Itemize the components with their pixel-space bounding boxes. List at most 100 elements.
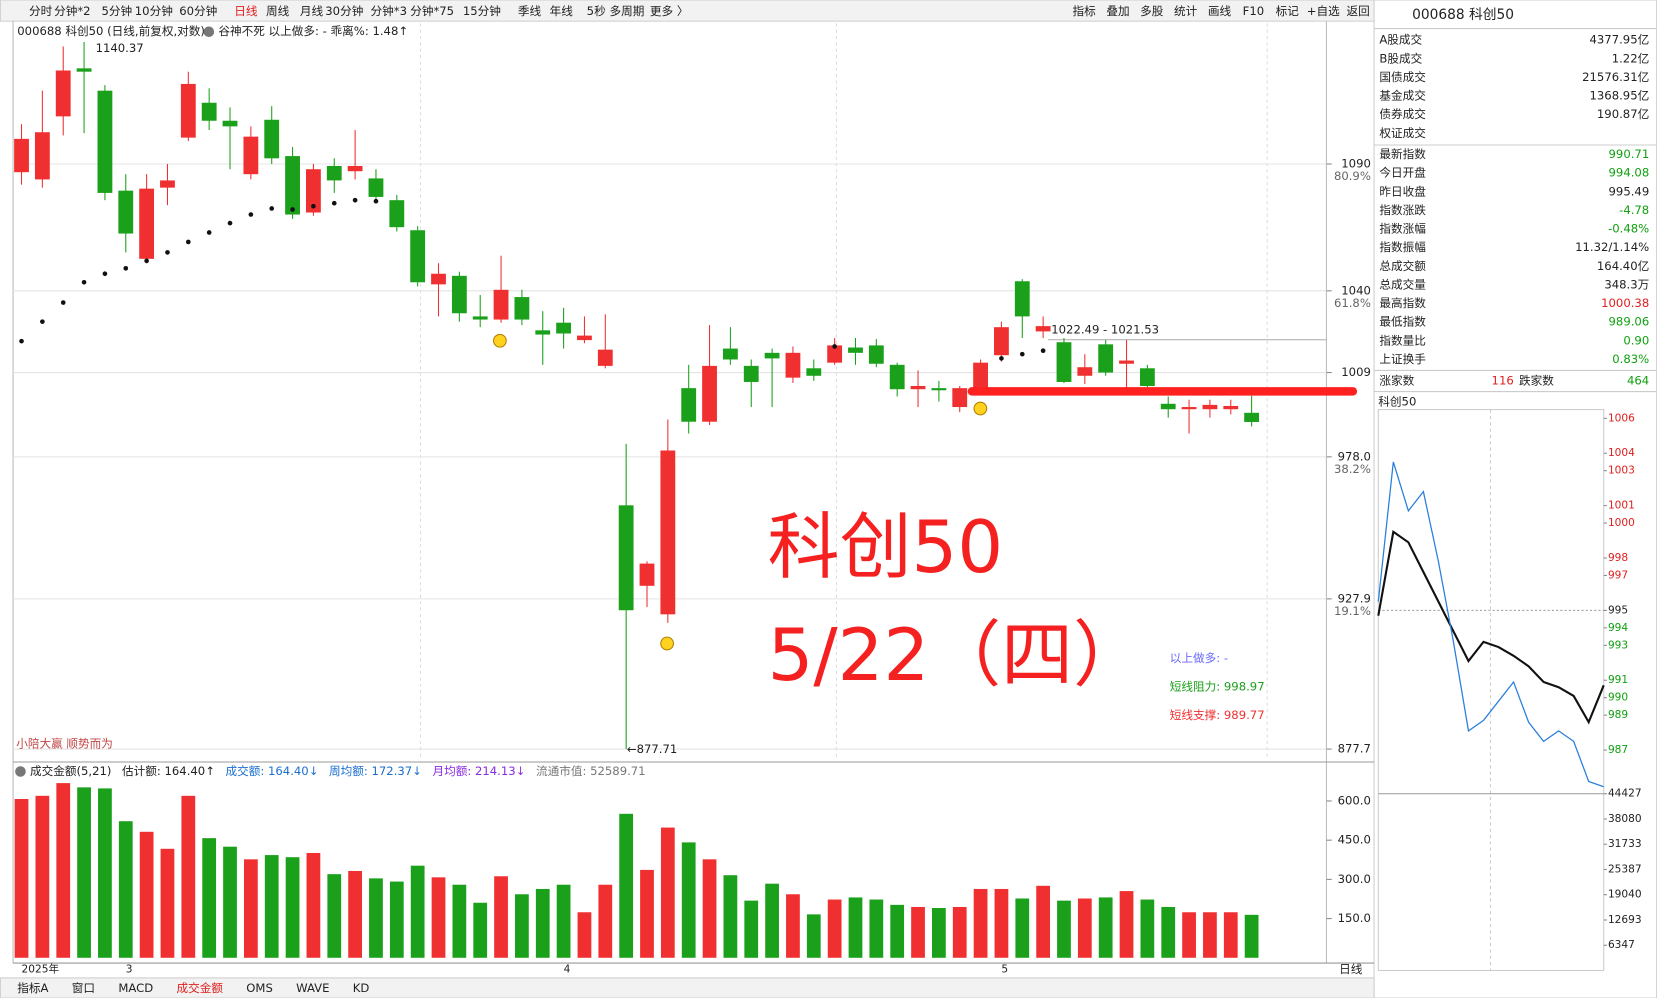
candle-body [326, 165, 342, 181]
tab[interactable]: KD [353, 981, 370, 995]
candle-body [556, 322, 572, 334]
toolbar-button[interactable]: 10分钟 [135, 4, 173, 18]
toolbar-button[interactable]: 日线 [234, 4, 258, 18]
volume-bar [181, 795, 196, 958]
volume-bar [848, 897, 863, 958]
candle-body [285, 156, 300, 215]
toolbar-button[interactable]: 分时 [29, 4, 53, 18]
toolbar-button[interactable]: 更多 〉 [650, 4, 689, 18]
info-value: 995.49 [1609, 184, 1650, 198]
candle-body [639, 563, 655, 586]
sar-dot [123, 266, 129, 271]
volume-bar [515, 894, 529, 958]
candle-body [389, 200, 405, 228]
breadth-label: 涨家数 [1379, 373, 1414, 387]
sar-dot [206, 230, 212, 235]
mini-y-label: 987 [1608, 744, 1628, 756]
toolbar-button[interactable]: 叠加 [1106, 4, 1129, 18]
toolbar-button[interactable]: 60分钟 [179, 4, 217, 18]
toolbar-button[interactable]: 标记 [1276, 4, 1300, 18]
toolbar-button[interactable]: 多周期 [609, 4, 644, 18]
info-label: 指数涨幅 [1379, 222, 1426, 236]
toolbar-button[interactable]: 5分钟 [101, 4, 132, 18]
tab[interactable]: OMS [246, 981, 273, 995]
sar-dot [999, 356, 1004, 361]
mini-y-label: 1001 [1608, 500, 1635, 512]
indicator-text: 谷神不死 以上做多: - 乖离%: 1.48↑ [218, 24, 408, 38]
candle-body [1119, 360, 1134, 364]
x-tick-label: 5 [1001, 963, 1008, 975]
toolbar-button[interactable]: 指标 [1072, 4, 1096, 18]
volume-bar [1244, 914, 1259, 958]
volume-bar [994, 888, 1009, 958]
tab[interactable]: 成交金额 [176, 981, 223, 995]
volume-bar [952, 906, 967, 958]
candle-body [618, 505, 634, 611]
volume-bar [1015, 898, 1030, 958]
toolbar-button[interactable]: 返回 [1347, 4, 1370, 18]
tab[interactable]: 窗口 [72, 981, 95, 995]
indicator-icon [203, 26, 215, 38]
y-tick-label: 1040 [1341, 283, 1371, 297]
candle-body [14, 138, 29, 173]
smiley-icon [660, 636, 674, 651]
intraday-line [1377, 529, 1605, 725]
candle-body [1181, 407, 1197, 410]
candle-body [201, 102, 217, 121]
toolbar-button[interactable]: F10 [1243, 4, 1264, 18]
volume-bar [56, 783, 71, 958]
candle-body [160, 180, 175, 188]
toolbar-button[interactable]: 画线 [1208, 4, 1232, 18]
toolbar-button[interactable]: 分钟*75 [410, 4, 454, 18]
toolbar-button[interactable]: 周线 [266, 4, 290, 18]
volume-header: 估计额: 164.40↑ [122, 764, 215, 778]
mini-y-label: 1000 [1608, 517, 1635, 529]
volume-bar [1182, 912, 1196, 958]
candle-body [1098, 344, 1114, 373]
sar-dot [81, 279, 87, 285]
sar-dot [311, 203, 316, 209]
toolbar-button[interactable]: 分钟*2 [54, 4, 90, 18]
candle-body [785, 352, 801, 378]
candle-body [1139, 368, 1155, 386]
toolbar-button[interactable]: 分钟*3 [371, 4, 407, 18]
tab[interactable]: 指标A [17, 981, 48, 995]
volume-bar [556, 884, 571, 958]
toolbar-button[interactable]: 统计 [1174, 4, 1198, 18]
info-label: 权证成交 [1379, 126, 1426, 140]
sar-dot [40, 319, 45, 324]
toolbar-button[interactable]: 季线 [518, 4, 542, 18]
info-value: 0.83% [1612, 352, 1649, 366]
info-label: 指数涨跌 [1379, 203, 1426, 217]
sar-dot [269, 206, 275, 211]
toolbar-button[interactable]: 5秒 [587, 4, 606, 18]
volume-bar [744, 900, 759, 958]
candle-body [722, 348, 738, 360]
info-label: 国债成交 [1379, 70, 1426, 84]
y-tick-label: 600.0 [1338, 793, 1371, 807]
volume-bar [786, 894, 800, 958]
info-value: -4.78 [1619, 203, 1649, 217]
candle-body [973, 362, 988, 390]
toolbar-button[interactable]: +自选 [1307, 4, 1340, 18]
toolbar-button[interactable]: 年线 [550, 4, 574, 18]
volume-bar [911, 906, 925, 958]
toolbar-button[interactable]: 30分钟 [325, 4, 363, 18]
fib-label: 61.8% [1334, 296, 1371, 310]
info-value: 1.22亿 [1612, 51, 1650, 65]
info-value: 994.08 [1609, 166, 1650, 180]
candle-body [931, 388, 947, 391]
info-value: 164.40亿 [1597, 259, 1649, 273]
toolbar-button[interactable]: 15分钟 [463, 4, 501, 18]
info-value: 990.71 [1609, 147, 1650, 161]
candle-body [889, 364, 905, 390]
mini-y-label: 997 [1608, 569, 1628, 581]
volume-bar [1057, 900, 1071, 958]
tab[interactable]: MACD [118, 981, 153, 995]
toolbar-button[interactable]: 月线 [300, 4, 324, 18]
volume-header: 月均额: 214.13↓ [433, 764, 526, 778]
tab[interactable]: WAVE [296, 981, 329, 995]
toolbar-button[interactable]: 多股 [1140, 4, 1164, 18]
volume-bar [369, 878, 383, 958]
candle-body [451, 275, 467, 314]
